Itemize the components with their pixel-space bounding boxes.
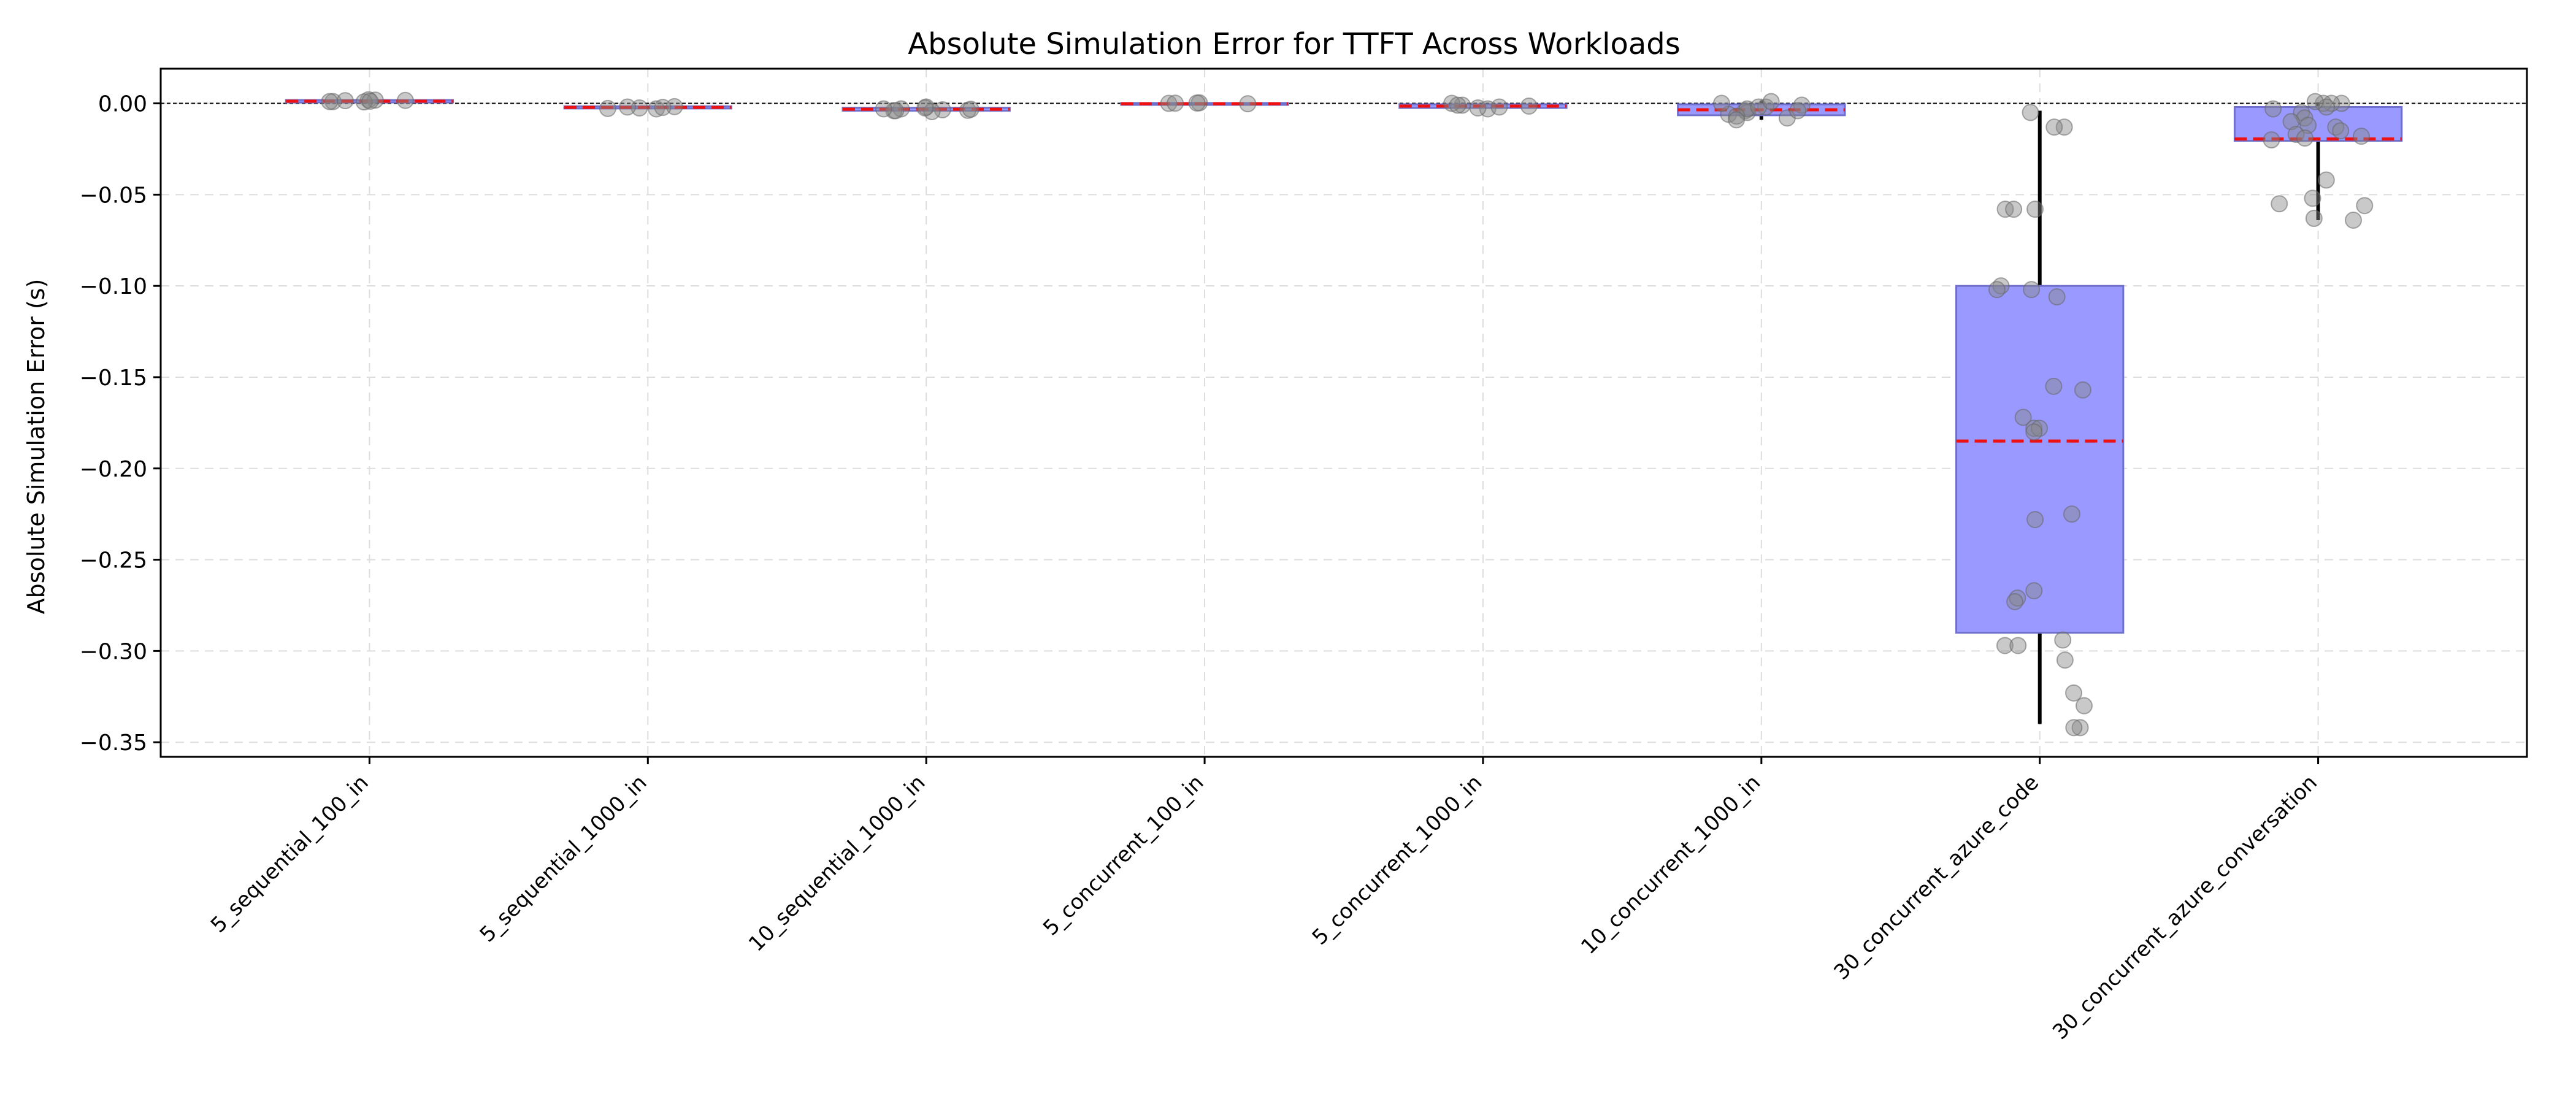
- data-point: [916, 99, 934, 117]
- data-point: [396, 91, 414, 109]
- data-point: [1239, 95, 1257, 113]
- box-group-5_concurrent_1000_in: [1398, 94, 1568, 118]
- plot-frame: [159, 67, 2528, 758]
- data-point: [1520, 98, 1538, 115]
- y-tick-label: 0.00: [98, 92, 147, 117]
- data-point: [875, 100, 892, 118]
- data-point: [2054, 631, 2072, 649]
- x-category-label: 5_concurrent_1000_in: [1308, 770, 1487, 950]
- data-point: [2025, 420, 2043, 437]
- data-point: [2306, 93, 2324, 110]
- x-category-label: 10_sequential_1000_in: [744, 770, 930, 956]
- data-point: [2023, 281, 2041, 299]
- data-point: [1789, 102, 1807, 120]
- x-category-label: 10_concurrent_1000_in: [1576, 770, 1765, 959]
- data-point: [2006, 593, 2024, 611]
- data-point: [1160, 94, 1178, 112]
- data-point: [336, 92, 354, 110]
- data-point: [2074, 381, 2091, 399]
- grid: [161, 69, 2527, 757]
- data-point: [1750, 98, 1768, 116]
- data-point: [2026, 511, 2044, 529]
- data-point: [2045, 118, 2063, 136]
- data-point: [2014, 408, 2032, 426]
- data-point: [2071, 719, 2089, 737]
- y-tick-label: −0.10: [80, 274, 147, 299]
- data-point: [355, 93, 373, 111]
- data-point: [2022, 104, 2039, 121]
- data-point: [2271, 195, 2288, 213]
- y-axis-label: Absolute Simulation Error (s): [23, 279, 50, 615]
- data-point: [2005, 201, 2023, 218]
- data-point: [599, 99, 616, 117]
- data-point: [1988, 281, 2006, 299]
- x-category-label: 5_sequential_100_in: [206, 770, 374, 938]
- data-point: [1712, 94, 1730, 112]
- data-point: [2356, 197, 2374, 215]
- box-group-10_sequential_1000_in: [841, 98, 1011, 120]
- data-point: [2065, 684, 2083, 702]
- box-group-10_concurrent_1000_in: [1677, 93, 1846, 129]
- data-point: [2025, 423, 2043, 441]
- box-group-5_sequential_1000_in: [563, 98, 732, 118]
- data-point: [2065, 719, 2083, 737]
- y-tick-label: −0.20: [80, 457, 147, 482]
- y-tick-label: −0.30: [80, 639, 147, 664]
- data-point: [2318, 98, 2336, 116]
- data-point: [2056, 651, 2074, 669]
- data-point: [654, 99, 672, 117]
- x-category-label: 30_concurrent_azure_conversation: [2048, 770, 2322, 1045]
- chart-title: Absolute Simulation Error for TTFT Acros…: [908, 27, 1680, 61]
- data-point: [2025, 582, 2043, 600]
- data-point: [1996, 637, 2014, 654]
- box: [2233, 105, 2403, 142]
- data-point: [2048, 288, 2066, 306]
- y-tick-label: −0.35: [80, 730, 147, 756]
- data-point: [933, 101, 951, 118]
- data-point: [2353, 128, 2371, 145]
- data-point: [1728, 111, 1746, 129]
- data-point: [2304, 190, 2321, 207]
- data-point: [2282, 113, 2300, 131]
- data-point: [1490, 98, 1508, 116]
- plot-area: [161, 91, 2527, 737]
- x-category-label: 5_concurrent_100_in: [1038, 770, 1208, 940]
- data-point: [2287, 126, 2305, 144]
- data-point: [2296, 129, 2313, 147]
- data-point: [321, 93, 339, 110]
- data-point: [2317, 171, 2335, 189]
- data-point: [2264, 100, 2282, 118]
- data-point: [2345, 212, 2363, 229]
- data-point: [1188, 94, 1206, 112]
- data-point: [1762, 93, 1780, 110]
- data-point: [2026, 201, 2044, 218]
- y-tick-label: −0.05: [80, 183, 147, 208]
- box: [1955, 285, 2125, 634]
- y-tick-label: −0.15: [80, 366, 147, 391]
- data-point: [2299, 117, 2317, 134]
- y-tick-label: −0.25: [80, 548, 147, 573]
- data-point: [2055, 118, 2073, 136]
- data-point: [2263, 131, 2280, 149]
- data-point: [648, 100, 665, 118]
- data-point: [962, 101, 979, 118]
- data-point: [619, 98, 637, 116]
- box-group-5_sequential_100_in: [285, 91, 454, 111]
- data-point: [1469, 99, 1487, 117]
- box-group-30_concurrent_azure_code: [1955, 104, 2125, 737]
- data-point: [2045, 377, 2063, 395]
- x-category-label: 5_sequential_1000_in: [475, 770, 652, 947]
- data-point: [2332, 122, 2350, 140]
- box-group-30_concurrent_azure_conversation: [2233, 93, 2403, 229]
- x-category-label: 30_concurrent_azure_code: [1830, 770, 2044, 985]
- data-point: [2009, 637, 2027, 654]
- data-point: [1167, 94, 1184, 112]
- box-group-5_concurrent_100_in: [1120, 94, 1289, 113]
- data-point: [361, 92, 379, 110]
- data-point: [2063, 505, 2080, 523]
- data-point: [2075, 697, 2093, 715]
- data-point: [1449, 96, 1466, 114]
- data-point: [2305, 210, 2323, 228]
